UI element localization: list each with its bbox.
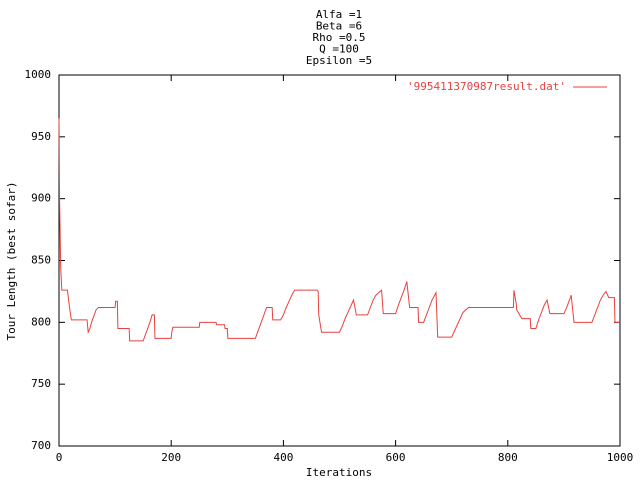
plot-frame <box>58 74 621 447</box>
y-tick-label: 850 <box>31 254 51 267</box>
x-tick-label: 800 <box>498 451 518 464</box>
data-line <box>58 118 620 342</box>
y-tick-label: 800 <box>31 315 51 328</box>
y-tick-label: 700 <box>31 439 51 452</box>
y-tick-label: 900 <box>31 192 51 205</box>
x-tick-label: 1000 <box>607 451 634 464</box>
chart-title: Q =100 <box>319 43 359 56</box>
chart-title: Epsilon =5 <box>306 54 372 67</box>
y-axis-label: Tour Length (best sofar) <box>5 182 18 341</box>
chart-title: Alfa =1 <box>316 8 362 21</box>
y-tick-label: 750 <box>31 377 51 390</box>
x-tick-label: 200 <box>161 451 181 464</box>
legend-label: '995411370987result.dat' <box>407 80 566 93</box>
chart-title: Beta =6 <box>316 20 362 33</box>
y-tick-label: 950 <box>31 130 51 143</box>
x-axis-label: Iterations <box>306 466 372 479</box>
x-tick-label: 0 <box>56 451 63 464</box>
x-tick-label: 400 <box>273 451 293 464</box>
x-tick-label: 600 <box>386 451 406 464</box>
y-tick-label: 1000 <box>25 68 52 81</box>
chart-title: Rho =0.5 <box>313 31 366 44</box>
